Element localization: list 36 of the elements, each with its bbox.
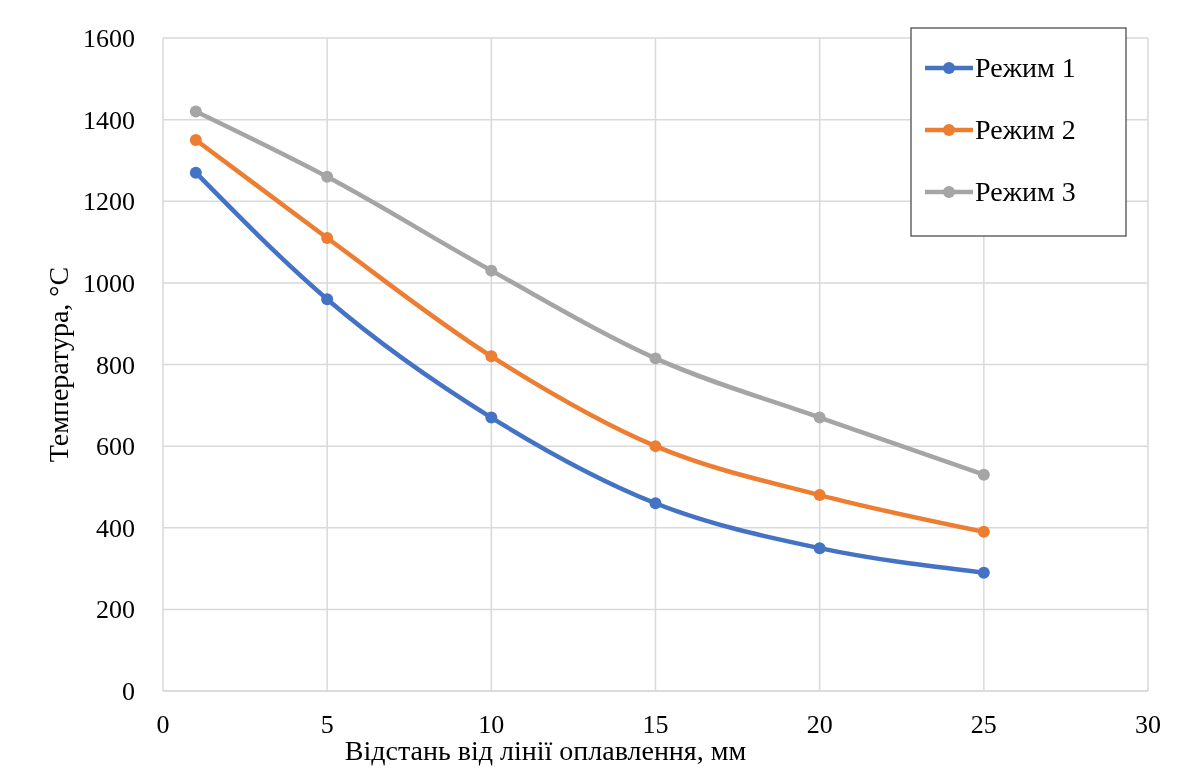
y-axis-title: Температура, °C	[43, 266, 74, 463]
x-tick-label: 20	[806, 710, 833, 739]
y-tick-label: 1400	[83, 105, 135, 135]
x-tick-label: 5	[320, 710, 334, 739]
y-tick-label: 600	[96, 432, 135, 462]
point	[649, 352, 662, 365]
point	[813, 411, 826, 424]
x-tick-label: 30	[1135, 710, 1161, 739]
y-tick-label: 800	[96, 350, 135, 380]
y-tick-label: 1200	[83, 187, 135, 217]
y-tick-label: 400	[96, 513, 135, 543]
y-tick-label: 200	[96, 595, 135, 625]
point	[189, 166, 202, 179]
point	[813, 542, 826, 555]
point	[649, 497, 662, 510]
point	[485, 264, 498, 277]
y-tick-label: 0	[122, 677, 135, 706]
point	[485, 350, 498, 363]
x-tick-label: 25	[970, 710, 997, 739]
x-tick-label: 0	[156, 710, 170, 739]
point	[189, 134, 202, 147]
y-tick-label: 1000	[83, 268, 135, 298]
point	[977, 566, 990, 579]
point	[485, 411, 498, 424]
legend-label: Режим 3	[975, 176, 1076, 207]
point	[977, 525, 990, 538]
point	[189, 105, 202, 118]
point	[321, 231, 334, 244]
point	[321, 293, 334, 306]
point	[649, 440, 662, 453]
point	[321, 170, 334, 183]
point	[977, 468, 990, 481]
y-tick-label: 1600	[83, 24, 135, 53]
point	[813, 489, 826, 502]
legend-label: Режим 1	[975, 52, 1076, 83]
legend-label: Режим 2	[975, 114, 1076, 145]
